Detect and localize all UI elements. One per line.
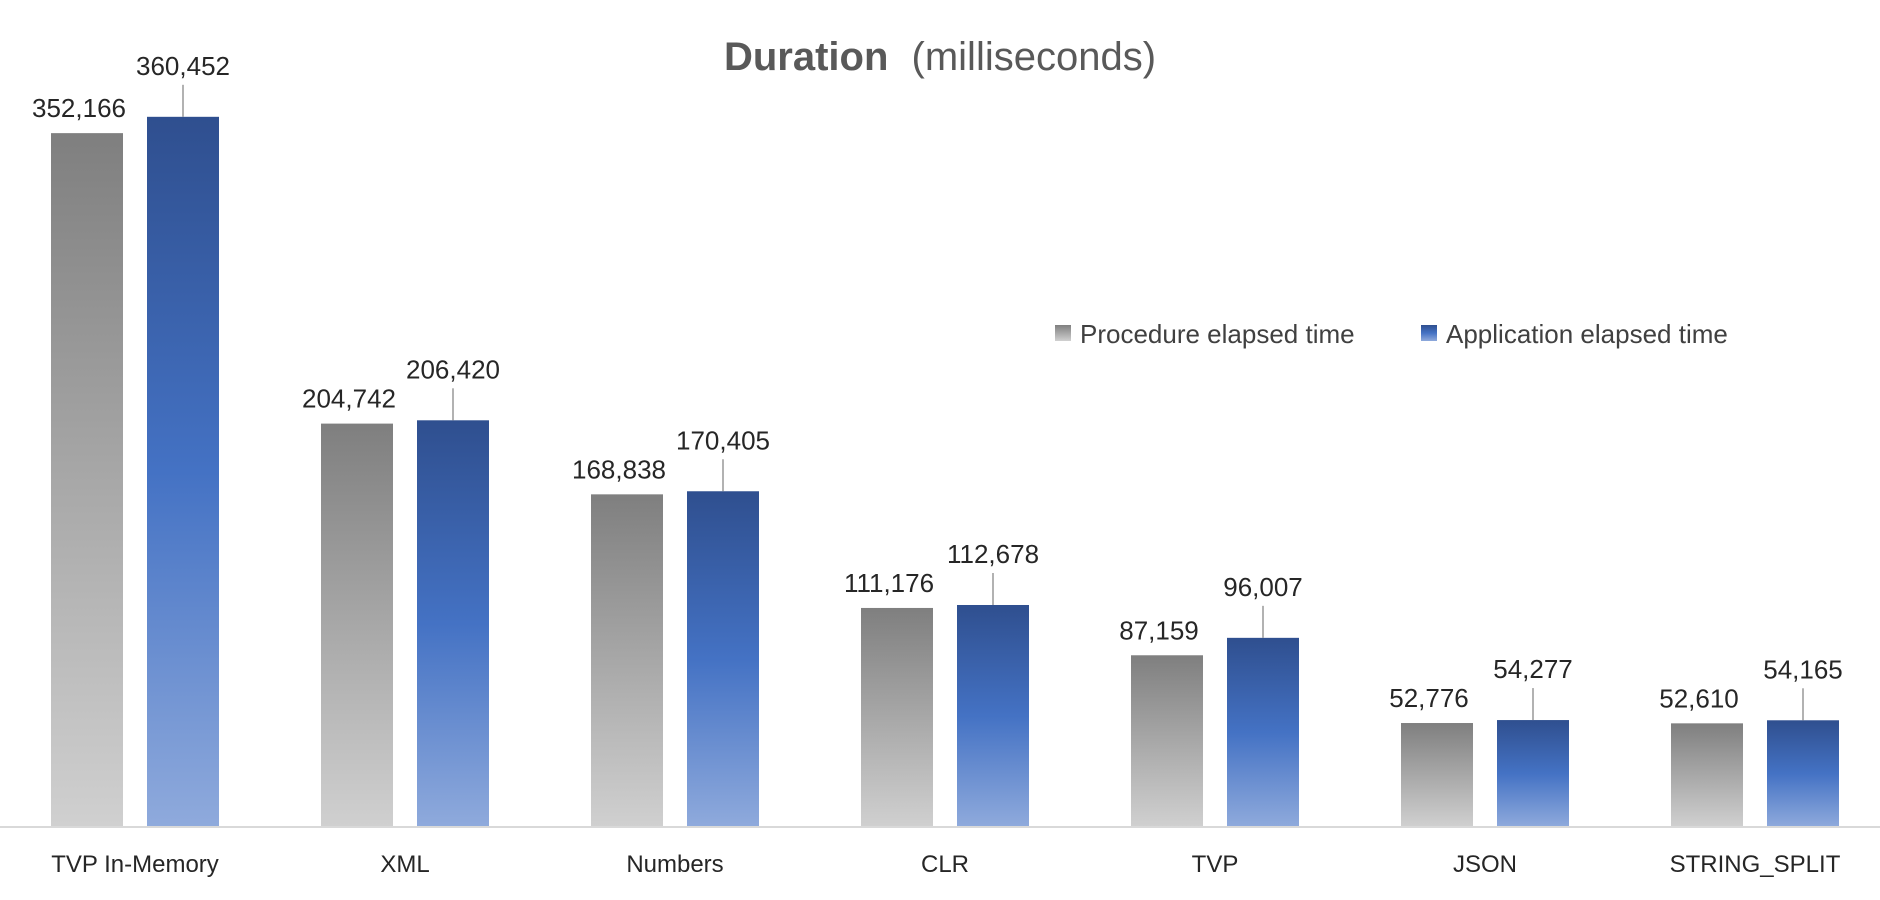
chart-title-bold: Duration <box>724 35 888 79</box>
bar-application-clr <box>957 604 1029 827</box>
legend: Procedure elapsed time Application elaps… <box>1055 319 1728 349</box>
data-label-application-xml: 206,420 <box>406 354 500 384</box>
bar-application-json <box>1497 720 1569 827</box>
data-label-application-numbers: 170,405 <box>676 425 770 455</box>
data-label-procedure-json: 52,776 <box>1389 683 1469 713</box>
chart-title-rest: (milliseconds) <box>912 35 1157 79</box>
x-tick-label-xml: XML <box>380 851 429 878</box>
x-tick-label-clr: CLR <box>921 851 969 878</box>
legend-label-procedure: Procedure elapsed time <box>1080 319 1355 349</box>
legend-swatch-application <box>1421 325 1437 341</box>
bar-application-xml <box>417 420 489 827</box>
bar-application-string-split <box>1767 720 1839 827</box>
bar-application-tvp <box>1227 637 1299 827</box>
legend-item-procedure: Procedure elapsed time <box>1055 319 1355 349</box>
leader-lines <box>182 84 1804 721</box>
legend-item-application: Application elapsed time <box>1421 319 1728 349</box>
category-labels: TVP In-Memory XML Numbers CLR TVP JSON STRING_… <box>51 851 1840 878</box>
data-label-procedure-numbers: 168,838 <box>572 454 666 484</box>
x-tick-label-tvp-in-memory: TVP In-Memory <box>51 851 219 878</box>
data-label-procedure-string-split: 52,610 <box>1659 683 1739 713</box>
legend-label-application: Application elapsed time <box>1446 319 1728 349</box>
x-tick-label-string-split: STRING_SPLIT <box>1670 851 1841 878</box>
data-label-procedure-xml: 204,742 <box>302 384 396 414</box>
bar-application-numbers <box>687 491 759 827</box>
x-tick-label-numbers: Numbers <box>626 851 723 878</box>
x-tick-label-json: JSON <box>1453 851 1517 878</box>
bar-application-tvp-in-memory <box>147 116 219 828</box>
data-label-application-tvp-in-memory: 360,452 <box>136 51 230 81</box>
data-label-procedure-tvp-in-memory: 352,166 <box>32 93 126 123</box>
data-label-application-clr: 112,678 <box>947 539 1039 569</box>
bar-procedure-numbers <box>591 494 663 827</box>
legend-swatch-procedure <box>1055 325 1071 341</box>
bar-procedure-tvp <box>1131 655 1203 827</box>
bars-layer <box>51 116 1839 828</box>
bar-procedure-clr <box>861 607 933 827</box>
x-tick-label-tvp: TVP <box>1192 851 1239 878</box>
data-label-application-json: 54,277 <box>1493 654 1573 684</box>
bar-procedure-json <box>1401 723 1473 827</box>
chart-title: Duration (milliseconds) <box>724 35 1156 79</box>
data-label-procedure-tvp: 87,159 <box>1119 615 1199 645</box>
bar-procedure-xml <box>321 423 393 827</box>
data-label-application-string-split: 54,165 <box>1763 654 1843 684</box>
data-label-procedure-clr: 111,176 <box>844 568 934 598</box>
bar-procedure-string-split <box>1671 723 1743 827</box>
data-labels: 352,166 360,452 204,742 206,420 168,838 170,4… <box>32 51 1843 714</box>
data-label-application-tvp: 96,007 <box>1223 572 1303 602</box>
bar-procedure-tvp-in-memory <box>51 133 123 827</box>
